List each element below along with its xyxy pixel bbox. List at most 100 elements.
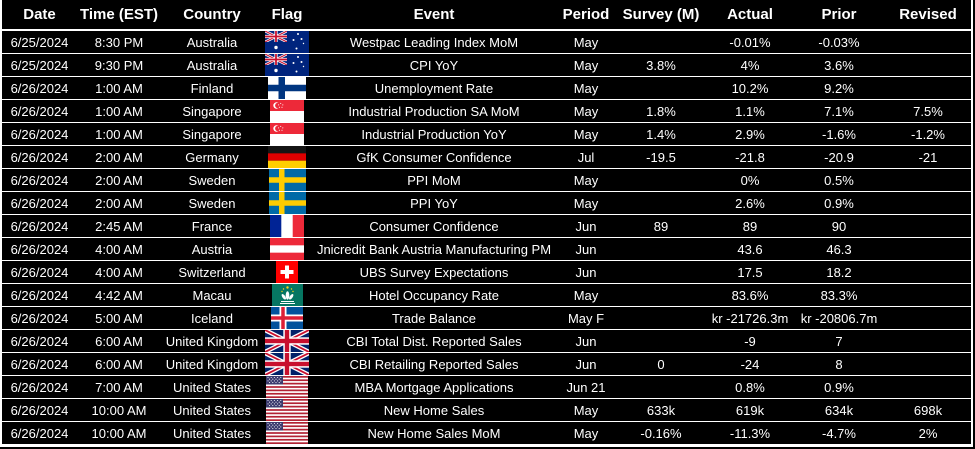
prior-cell[interactable]: 9.2% [793,76,885,100]
actual-cell[interactable]: 2.6% [707,191,793,215]
event-cell[interactable]: Westpac Leading Index MoM [311,30,557,54]
period-cell[interactable]: Jun [557,260,615,284]
prior-cell[interactable]: 8 [793,352,885,376]
date-cell[interactable]: 6/26/2024 [1,352,77,376]
date-cell[interactable]: 6/26/2024 [1,329,77,353]
event-cell[interactable]: Jnicredit Bank Austria Manufacturing PM [311,237,557,261]
revised-cell[interactable]: 2% [885,421,972,446]
survey-cell[interactable] [615,76,707,100]
date-cell[interactable]: 6/26/2024 [1,145,77,169]
country-cell[interactable]: United Kingdom [161,329,263,353]
period-cell[interactable]: Jun [557,329,615,353]
date-cell[interactable]: 6/25/2024 [1,30,77,54]
date-cell[interactable]: 6/26/2024 [1,191,77,215]
revised-cell[interactable] [885,168,972,192]
survey-cell[interactable] [615,375,707,399]
prior-cell[interactable]: 0.9% [793,375,885,399]
country-cell[interactable]: Iceland [161,306,263,330]
actual-cell[interactable]: 89 [707,214,793,238]
revised-cell[interactable] [885,352,972,376]
event-cell[interactable]: CPI YoY [311,53,557,77]
event-cell[interactable]: CBI Retailing Reported Sales [311,352,557,376]
time-cell[interactable]: 9:30 PM [77,53,161,77]
revised-cell[interactable]: -21 [885,145,972,169]
revised-cell[interactable]: -1.2% [885,122,972,146]
period-cell[interactable]: May [557,122,615,146]
time-cell[interactable]: 2:00 AM [77,168,161,192]
country-cell[interactable]: Singapore [161,122,263,146]
period-cell[interactable]: Jul [557,145,615,169]
revised-cell[interactable] [885,214,972,238]
period-cell[interactable]: May [557,99,615,123]
revised-cell[interactable]: 698k [885,398,972,422]
date-cell[interactable]: 6/26/2024 [1,214,77,238]
time-cell[interactable]: 10:00 AM [77,398,161,422]
date-cell[interactable]: 6/26/2024 [1,168,77,192]
survey-cell[interactable] [615,237,707,261]
actual-cell[interactable]: 10.2% [707,76,793,100]
event-cell[interactable]: UBS Survey Expectations [311,260,557,284]
period-cell[interactable]: May [557,30,615,54]
country-cell[interactable]: Australia [161,30,263,54]
survey-cell[interactable]: 3.8% [615,53,707,77]
prior-cell[interactable]: -20.9 [793,145,885,169]
period-cell[interactable]: May [557,53,615,77]
event-cell[interactable]: Hotel Occupancy Rate [311,283,557,307]
prior-cell[interactable]: 634k [793,398,885,422]
revised-cell[interactable] [885,30,972,54]
actual-cell[interactable]: -21.8 [707,145,793,169]
country-cell[interactable]: Singapore [161,99,263,123]
event-cell[interactable]: New Home Sales [311,398,557,422]
event-cell[interactable]: GfK Consumer Confidence [311,145,557,169]
survey-cell[interactable]: -0.16% [615,421,707,446]
date-cell[interactable]: 6/26/2024 [1,375,77,399]
actual-cell[interactable]: -24 [707,352,793,376]
period-cell[interactable]: May [557,168,615,192]
survey-cell[interactable] [615,283,707,307]
time-cell[interactable]: 8:30 PM [77,30,161,54]
prior-cell[interactable]: -0.03% [793,30,885,54]
country-cell[interactable]: Switzerland [161,260,263,284]
date-cell[interactable]: 6/26/2024 [1,283,77,307]
country-cell[interactable]: Macau [161,283,263,307]
time-cell[interactable]: 7:00 AM [77,375,161,399]
survey-cell[interactable] [615,168,707,192]
prior-cell[interactable]: 0.9% [793,191,885,215]
actual-cell[interactable]: 1.1% [707,99,793,123]
time-cell[interactable]: 4:00 AM [77,260,161,284]
period-cell[interactable]: Jun [557,352,615,376]
prior-cell[interactable]: 7.1% [793,99,885,123]
country-cell[interactable]: Sweden [161,191,263,215]
country-cell[interactable]: United Kingdom [161,352,263,376]
time-cell[interactable]: 5:00 AM [77,306,161,330]
prior-cell[interactable]: 46.3 [793,237,885,261]
survey-cell[interactable]: 1.4% [615,122,707,146]
event-cell[interactable]: Industrial Production YoY [311,122,557,146]
survey-cell[interactable] [615,329,707,353]
time-cell[interactable]: 6:00 AM [77,352,161,376]
date-cell[interactable]: 6/26/2024 [1,76,77,100]
country-cell[interactable]: Sweden [161,168,263,192]
prior-cell[interactable]: -1.6% [793,122,885,146]
actual-cell[interactable]: -11.3% [707,421,793,446]
event-cell[interactable]: Consumer Confidence [311,214,557,238]
date-cell[interactable]: 6/26/2024 [1,122,77,146]
period-cell[interactable]: May [557,76,615,100]
actual-cell[interactable]: -0.01% [707,30,793,54]
country-cell[interactable]: Finland [161,76,263,100]
date-cell[interactable]: 6/26/2024 [1,99,77,123]
prior-cell[interactable]: -4.7% [793,421,885,446]
event-cell[interactable]: PPI MoM [311,168,557,192]
time-cell[interactable]: 10:00 AM [77,421,161,446]
survey-cell[interactable] [615,191,707,215]
time-cell[interactable]: 1:00 AM [77,122,161,146]
period-cell[interactable]: Jun [557,237,615,261]
prior-cell[interactable]: 0.5% [793,168,885,192]
event-cell[interactable]: Trade Balance [311,306,557,330]
revised-cell[interactable] [885,76,972,100]
revised-cell[interactable]: 7.5% [885,99,972,123]
country-cell[interactable]: United States [161,421,263,446]
actual-cell[interactable]: 619k [707,398,793,422]
country-cell[interactable]: United States [161,398,263,422]
event-cell[interactable]: PPI YoY [311,191,557,215]
